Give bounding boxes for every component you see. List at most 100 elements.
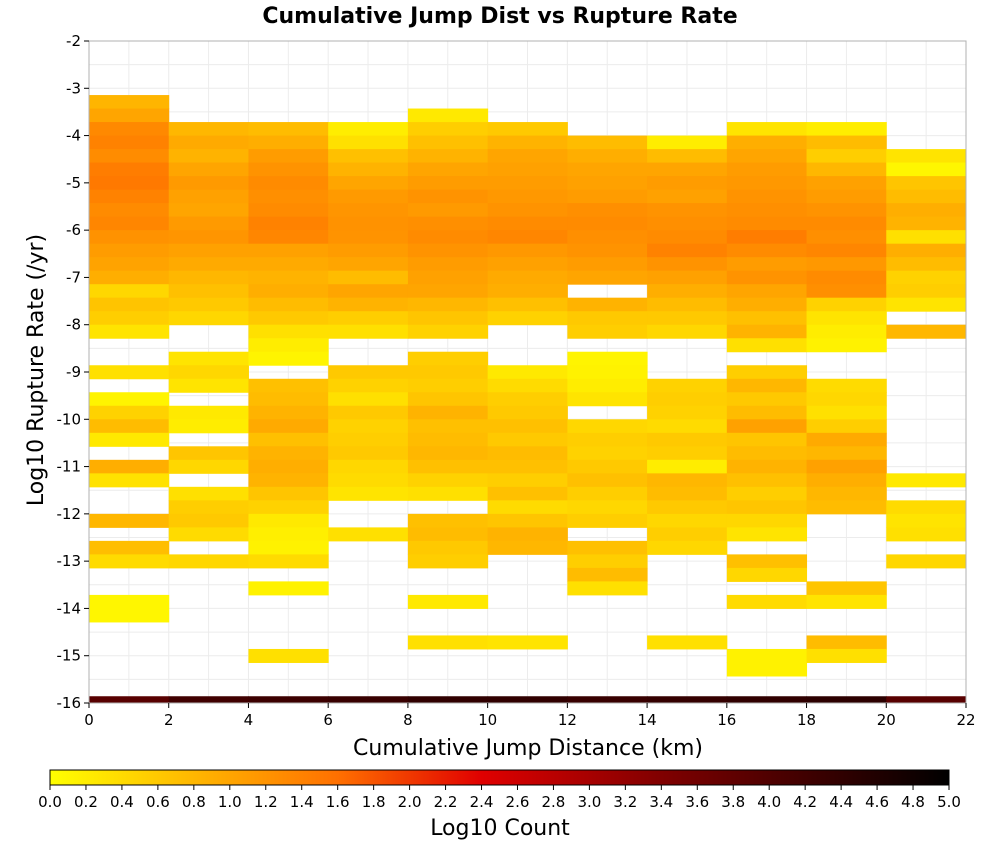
colorbar-tick-label: 4.8 xyxy=(901,793,925,811)
heatmap-cell xyxy=(726,473,808,488)
heatmap-cell xyxy=(647,257,728,272)
heatmap-cell xyxy=(248,513,329,528)
heatmap-cell xyxy=(89,135,170,150)
heatmap-cell xyxy=(328,405,409,420)
heatmap-cell xyxy=(726,365,808,380)
x-tick-label: 16 xyxy=(717,711,736,729)
heatmap-cell xyxy=(487,176,568,191)
heatmap-cell xyxy=(886,203,967,218)
x-tick-label: 10 xyxy=(478,711,497,729)
heatmap-cell xyxy=(248,540,329,555)
heatmap-cell xyxy=(726,122,808,137)
heatmap-cell xyxy=(407,540,489,555)
heatmap-cells xyxy=(89,95,967,704)
heatmap-cell xyxy=(248,378,329,393)
heatmap-cell xyxy=(248,459,329,474)
heatmap-cell xyxy=(168,230,249,245)
y-tick-label: -7 xyxy=(66,268,81,286)
heatmap-cell xyxy=(806,243,887,258)
heatmap-cell xyxy=(487,230,568,245)
heatmap-cell xyxy=(168,351,249,366)
heatmap-cell xyxy=(407,392,489,407)
heatmap-cell xyxy=(407,486,489,501)
heatmap-cell xyxy=(248,392,329,407)
heatmap-cell xyxy=(806,405,887,420)
heatmap-cell xyxy=(806,459,887,474)
heatmap-cell xyxy=(726,513,808,528)
x-axis-ticks: 0 2 4 6 8 10 12 14 16 18 20 22 xyxy=(84,703,976,729)
heatmap-cell xyxy=(647,176,728,191)
heatmap-cell xyxy=(168,446,249,461)
x-tick-label: 14 xyxy=(638,711,657,729)
heatmap-cell xyxy=(647,378,728,393)
heatmap-cell xyxy=(168,696,249,704)
heatmap-cell xyxy=(726,162,808,177)
heatmap-cell xyxy=(487,135,568,150)
y-tick-label: -4 xyxy=(66,127,81,145)
heatmap-cell xyxy=(168,405,249,420)
heatmap-cell xyxy=(487,365,568,380)
heatmap-cell xyxy=(806,257,887,272)
y-tick-label: -3 xyxy=(66,79,81,97)
heatmap-cell xyxy=(647,149,728,164)
heatmap-cell xyxy=(248,257,329,272)
y-tick-label: -14 xyxy=(57,599,82,617)
heatmap-cell xyxy=(248,176,329,191)
heatmap-cell xyxy=(248,311,329,326)
heatmap-cell xyxy=(647,216,728,231)
heatmap-cell xyxy=(328,527,409,542)
heatmap-cell xyxy=(248,135,329,150)
heatmap-cell xyxy=(806,648,887,663)
heatmap-cell xyxy=(168,486,249,501)
heatmap-cell xyxy=(567,270,648,285)
colorbar-ticks: 0.0 0.2 0.4 0.6 0.8 1.0 1.2 1.4 1.6 1.8 2.0 2.2 2.4 2… xyxy=(38,785,961,811)
y-tick-label: -11 xyxy=(57,458,82,476)
x-tick-label: 12 xyxy=(558,711,577,729)
heatmap-cell xyxy=(248,554,329,569)
colorbar-tick-label: 3.0 xyxy=(577,793,601,811)
heatmap-cell xyxy=(248,338,329,353)
colorbar-tick-label: 0.8 xyxy=(182,793,206,811)
heatmap-cell xyxy=(487,500,568,515)
y-axis-ticks: -2 -3 -4 -5 -6 -7 -8 -9 -10 -11 -12 -13 -14 -15 -16 xyxy=(57,32,89,712)
heatmap-cell xyxy=(248,297,329,312)
heatmap-cell xyxy=(248,500,329,515)
heatmap-cell xyxy=(248,284,329,299)
heatmap-cell xyxy=(487,149,568,164)
colorbar-tick-label: 1.6 xyxy=(326,793,350,811)
heatmap-cell xyxy=(168,122,249,137)
y-tick-label: -9 xyxy=(66,363,81,381)
heatmap-cell xyxy=(647,635,728,650)
heatmap-cell xyxy=(886,473,967,488)
heatmap-cell xyxy=(168,500,249,515)
heatmap-cell xyxy=(886,513,967,528)
heatmap-cell xyxy=(567,176,648,191)
heatmap-cell xyxy=(647,270,728,285)
heatmap-cell xyxy=(168,203,249,218)
heatmap-cell xyxy=(647,405,728,420)
chart-title: Cumulative Jump Dist vs Rupture Rate xyxy=(262,4,737,29)
y-tick-label: -5 xyxy=(66,174,81,192)
heatmap-cell xyxy=(487,378,568,393)
colorbar-tick-label: 4.6 xyxy=(865,793,889,811)
heatmap-cell xyxy=(726,149,808,164)
heatmap-cell xyxy=(886,216,967,231)
heatmap-cell xyxy=(89,419,170,434)
x-tick-label: 0 xyxy=(84,711,94,729)
y-tick-label: -13 xyxy=(57,552,82,570)
heatmap-cell xyxy=(567,351,648,366)
heatmap-cell xyxy=(328,446,409,461)
heatmap-cell xyxy=(328,392,409,407)
heatmap-cell xyxy=(248,405,329,420)
heatmap-cell xyxy=(647,135,728,150)
heatmap-cell xyxy=(487,243,568,258)
heatmap-cell xyxy=(407,270,489,285)
heatmap-cell xyxy=(487,189,568,204)
heatmap-cell xyxy=(168,284,249,299)
heatmap-cell xyxy=(726,662,808,677)
colorbar-tick-label: 4.0 xyxy=(757,793,781,811)
heatmap-cell xyxy=(806,419,887,434)
heatmap-cell xyxy=(487,311,568,326)
heatmap-cell xyxy=(328,297,409,312)
heatmap-cell xyxy=(487,486,568,501)
